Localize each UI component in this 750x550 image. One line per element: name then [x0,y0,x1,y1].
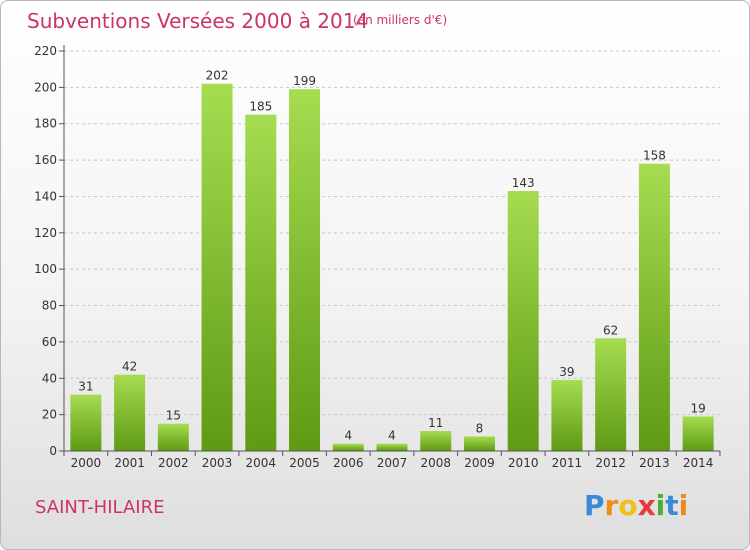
chart-subtitle: (en milliers d'€) [353,13,448,27]
proxiti-logo: Proxiti [584,489,689,522]
bar-2003 [201,83,233,452]
x-tick-label-2006: 2006 [333,456,364,470]
bar-2011 [551,380,583,451]
x-tick-label-2008: 2008 [420,456,451,470]
x-tick-label-2004: 2004 [246,456,277,470]
bar-2013 [638,163,670,451]
y-tick-label: 80 [42,299,57,313]
bar-2014 [682,416,714,451]
x-tick-label-2005: 2005 [289,456,320,470]
value-label-2000: 31 [78,380,93,394]
bar-2002 [157,423,189,451]
commune-name: SAINT-HILAIRE [35,497,165,518]
chart-title: Subventions Versées 2000 à 2014 [27,9,369,33]
value-label-2008: 11 [428,416,443,430]
value-label-2004: 185 [249,100,272,114]
bar-2004 [245,114,277,452]
bar-2008 [420,431,452,451]
y-tick-label: 180 [34,117,57,131]
y-tick-label: 0 [49,444,57,458]
bars: 31 42 15 202 185 199 4 4 11 8 143 39 62 158 19 [70,69,714,452]
value-label-2014: 19 [690,401,705,415]
y-tick-label: 120 [34,226,57,240]
bar-2010 [507,191,539,451]
x-tick-label-2014: 2014 [683,456,714,470]
y-tick-label: 160 [34,153,57,167]
x-tick-label-2000: 2000 [71,456,102,470]
value-label-2010: 143 [512,176,535,190]
bar-2009 [463,436,495,451]
value-label-2005: 199 [293,74,316,88]
x-tick-label-2012: 2012 [595,456,626,470]
y-tick-label: 20 [42,408,57,422]
value-label-2001: 42 [122,360,137,374]
x-tick-label-2013: 2013 [639,456,670,470]
value-label-2009: 8 [476,421,484,435]
bar-2012 [595,338,627,451]
x-tick-label-2011: 2011 [552,456,583,470]
y-tick-label: 40 [42,371,57,385]
bar-2001 [114,374,146,451]
bar-2007 [376,443,408,451]
bar-2000 [70,394,102,451]
y-axis: 0 20 40 60 80 100 120 140 160 180 200 220 [34,44,65,458]
x-tick-label-2010: 2010 [508,456,539,470]
y-tick-label: 140 [34,189,57,203]
value-label-2007: 4 [388,429,396,443]
x-tick-label-2001: 2001 [114,456,145,470]
x-tick-label-2002: 2002 [158,456,189,470]
value-label-2006: 4 [344,429,352,443]
bar-2005 [289,89,321,451]
value-label-2011: 39 [559,365,574,379]
y-tick-label: 200 [34,80,57,94]
value-label-2003: 202 [206,69,229,83]
y-tick-label: 100 [34,262,57,276]
x-axis: 2000 2001 2002 2003 2004 2005 2006 2007 2008 2009… [63,450,721,470]
bar-2006 [332,443,364,451]
value-label-2013: 158 [643,149,666,163]
x-tick-label-2009: 2009 [464,456,495,470]
value-label-2012: 62 [603,323,618,337]
value-label-2002: 15 [166,409,181,423]
y-tick-label: 220 [34,44,57,58]
x-tick-label-2003: 2003 [202,456,233,470]
y-tick-label: 60 [42,335,57,349]
x-tick-label-2007: 2007 [377,456,408,470]
